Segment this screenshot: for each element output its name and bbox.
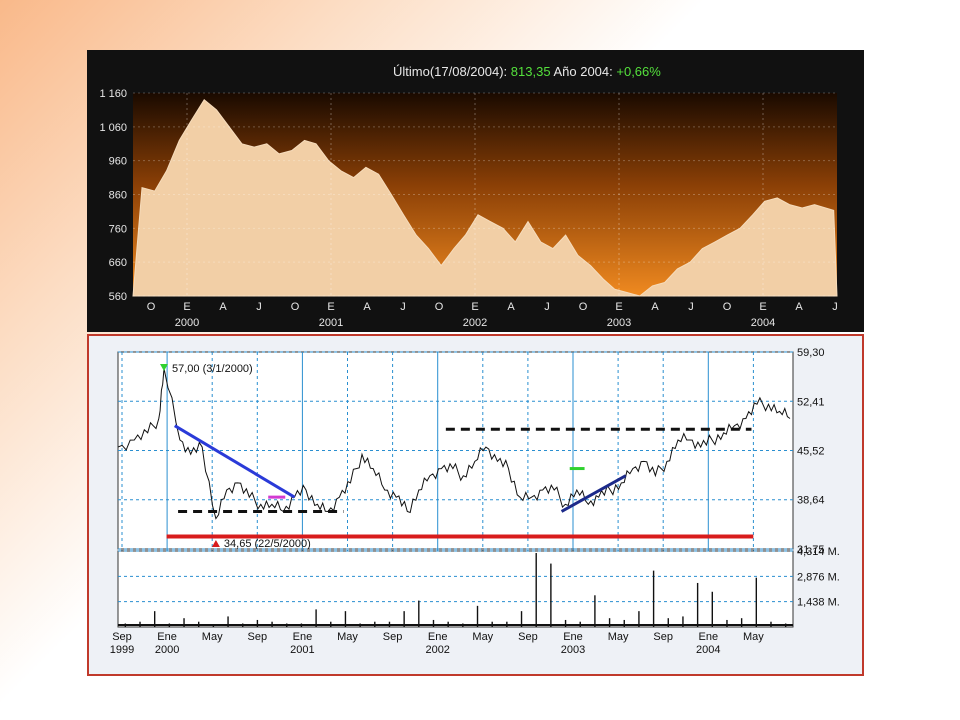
mid-x-tick-label: Ene: [563, 631, 583, 643]
vol-plot-background: [117, 550, 794, 628]
price-series-line: [117, 368, 791, 520]
top-x-tick-label: A: [651, 301, 659, 313]
high-marker: [159, 364, 168, 371]
mid-y-tick-label: 52,41: [797, 396, 825, 408]
price-line-chart: 59,30 52,41 45,52 38,64 31,75 Sep Ene May Sep Ene…: [110, 347, 825, 656]
mid-y-tick-label: 38,64: [797, 495, 825, 507]
mid-x-tick-label: Sep: [248, 631, 268, 643]
anio-label: Año 2004:: [553, 64, 613, 79]
top-x-tick-label: A: [795, 301, 803, 313]
top-year-label: 2004: [751, 317, 775, 329]
top-x-tick-label: O: [435, 301, 444, 313]
top-x-tick-label: E: [471, 301, 478, 313]
top-x-tick-label: O: [579, 301, 588, 313]
ultimo-value: 813,35: [510, 64, 551, 79]
top-area-series: [132, 99, 838, 297]
vol-y-tick-label: 4,314 M.: [797, 546, 840, 558]
high-annotation: 57,00 (3/1/2000): [172, 363, 253, 375]
mid-y-tick-label: 31,75: [797, 544, 825, 556]
top-x-tick-label: O: [723, 301, 732, 313]
top-y-tick-label: 1 060: [99, 122, 127, 134]
mid-x-tick-label: Ene: [699, 631, 719, 643]
mid-x-tick-label: Ene: [157, 631, 177, 643]
mid-year-label: 2004: [696, 644, 720, 656]
top-x-tick-label: J: [256, 301, 262, 313]
ultimo-label: Último(17/08/2004):: [393, 64, 508, 79]
top-year-label: 2000: [175, 317, 199, 329]
mid-x-tick-label: Sep: [653, 631, 673, 643]
low-annotation: 34,65 (22/5/2000): [224, 538, 311, 550]
top-x-tick-label: J: [832, 301, 838, 313]
top-x-tick-label: J: [688, 301, 694, 313]
top-x-tick-label: A: [507, 301, 515, 313]
mid-x-tick-label: Ene: [428, 631, 448, 643]
top-y-tick-label: 1 160: [99, 88, 127, 100]
mid-year-label: 2002: [425, 644, 449, 656]
mid-year-label: 1999: [110, 644, 134, 656]
mid-y-tick-label: 45,52: [797, 446, 825, 458]
top-y-tick-label: 860: [109, 190, 127, 202]
top-x-tick-label: A: [363, 301, 371, 313]
mid-year-label: 2003: [561, 644, 585, 656]
top-x-tick-label: E: [615, 301, 622, 313]
top-year-label: 2002: [463, 317, 487, 329]
volume-bar-chart: 4,314 M. 2,876 M. 1,438 M.: [117, 546, 840, 628]
top-year-label: 2001: [319, 317, 343, 329]
mid-x-tick-label: May: [337, 631, 358, 643]
top-year-label: 2003: [607, 317, 631, 329]
top-y-tick-label: 660: [109, 257, 127, 269]
top-x-tick-label: E: [183, 301, 190, 313]
top-x-tick-label: J: [544, 301, 550, 313]
top-y-tick-label: 960: [109, 156, 127, 168]
mid-x-tick-label: May: [202, 631, 223, 643]
mid-x-tick-label: May: [472, 631, 493, 643]
top-x-tick-label: O: [291, 301, 300, 313]
top-y-tick-label: 560: [109, 291, 127, 303]
mid-x-tick-label: Ene: [293, 631, 313, 643]
mid-y-tick-label: 59,30: [797, 347, 825, 359]
mid-x-tick-label: Sep: [112, 631, 132, 643]
blue-trend-line: [173, 424, 296, 499]
mid-x-tick-label: May: [608, 631, 629, 643]
mid-x-tick-label: Sep: [383, 631, 403, 643]
vol-y-tick-label: 1,438 M.: [797, 597, 840, 609]
mid-year-label: 2000: [155, 644, 179, 656]
top-x-tick-label: A: [219, 301, 227, 313]
top-x-tick-label: E: [327, 301, 334, 313]
mid-year-label: 2001: [290, 644, 314, 656]
status-line: Último(17/08/2004): 813,35 Año 2004: +0,…: [393, 64, 661, 79]
mid-x-tick-label: Sep: [518, 631, 538, 643]
top-x-tick-label: J: [400, 301, 406, 313]
top-area-chart: 1 160 1 060 960 860 760 660 560 O E A J O E A J O E A J O E A…: [99, 88, 837, 329]
top-y-tick-label: 760: [109, 223, 127, 235]
mid-x-tick-label: May: [743, 631, 764, 643]
vol-y-tick-label: 2,876 M.: [797, 571, 840, 583]
top-x-tick-label: O: [147, 301, 156, 313]
top-x-tick-label: E: [759, 301, 766, 313]
low-marker: [211, 540, 220, 547]
anio-value: +0,66%: [616, 64, 661, 79]
navy-trend-line: [560, 474, 627, 513]
